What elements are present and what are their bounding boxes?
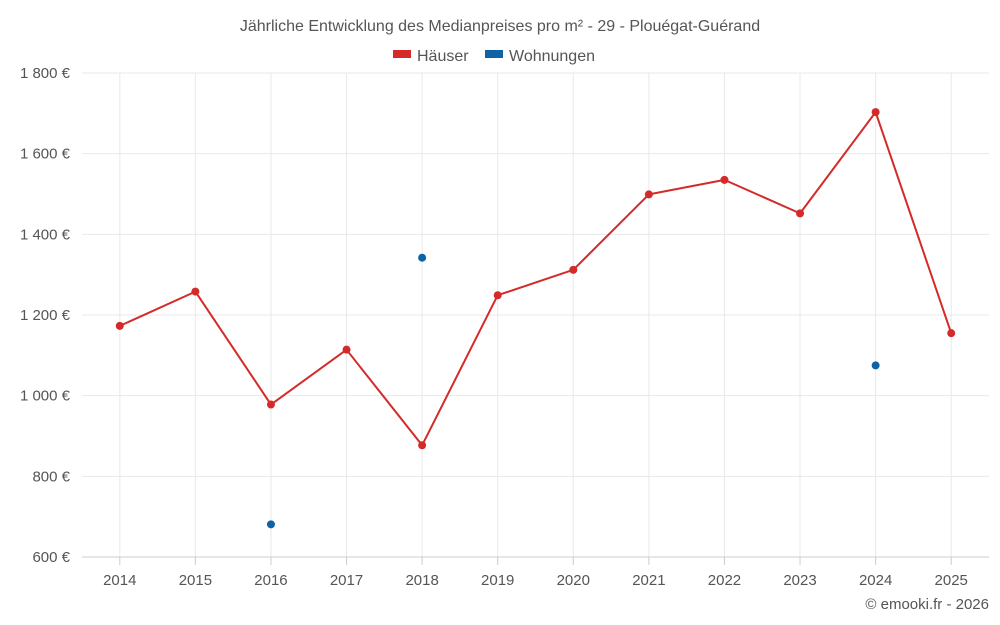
x-tick-label: 2018 (405, 572, 438, 589)
data-point-haeuser[interactable] (947, 329, 956, 338)
x-tick-label: 2016 (254, 572, 287, 589)
x-tick-label: 2024 (859, 572, 892, 589)
y-tick-label: 1 400 € (20, 226, 71, 243)
legend-swatch-wohnungen (485, 50, 503, 58)
series-haeuser (115, 108, 956, 450)
data-point-haeuser[interactable] (418, 441, 427, 450)
legend-swatch-haeuser (393, 50, 411, 58)
x-tick-label: 2022 (708, 572, 741, 589)
series (115, 108, 956, 529)
legend-item-wohnungen[interactable]: Wohnungen (485, 48, 595, 65)
legend: Häuser Wohnungen (393, 48, 595, 65)
data-point-haeuser[interactable] (191, 287, 200, 296)
data-point-wohnungen[interactable] (418, 253, 427, 262)
x-tick-label: 2014 (103, 572, 136, 589)
y-tick-label: 1 200 € (20, 307, 71, 324)
data-point-haeuser[interactable] (266, 400, 275, 409)
data-point-haeuser[interactable] (644, 190, 653, 199)
series-wohnungen (266, 253, 880, 529)
x-tick-label: 2023 (783, 572, 816, 589)
x-tick-label: 2021 (632, 572, 665, 589)
data-point-haeuser[interactable] (569, 265, 578, 274)
data-point-haeuser[interactable] (796, 209, 805, 218)
data-point-haeuser[interactable] (871, 108, 880, 117)
data-point-wohnungen[interactable] (266, 520, 275, 529)
credit-text: © emooki.fr - 2026 (865, 596, 989, 613)
y-tick-label: 1 000 € (20, 388, 71, 405)
y-tick-label: 600 € (32, 549, 70, 566)
x-tick-label: 2019 (481, 572, 514, 589)
data-point-haeuser[interactable] (115, 321, 124, 330)
x-tick-label: 2020 (557, 572, 590, 589)
series-line-haeuser (119, 111, 953, 447)
data-point-haeuser[interactable] (720, 175, 729, 184)
grid (82, 72, 989, 558)
data-point-haeuser[interactable] (493, 291, 502, 300)
axes: 600 € 800 € 1 000 € 1 200 € 1 400 € 1 600 € 1 … (20, 65, 989, 589)
x-tick-label: 2017 (330, 572, 363, 589)
data-point-wohnungen[interactable] (871, 361, 880, 370)
data-point-haeuser[interactable] (342, 345, 351, 354)
legend-label-wohnungen: Wohnungen (509, 48, 595, 65)
legend-label-haeuser: Häuser (417, 48, 469, 65)
legend-item-haeuser[interactable]: Häuser (393, 48, 469, 65)
y-tick-label: 1 800 € (20, 65, 71, 82)
y-tick-label: 800 € (32, 468, 70, 485)
x-tick-label: 2025 (935, 572, 968, 589)
x-tick-label: 2015 (179, 572, 212, 589)
y-tick-label: 1 600 € (20, 146, 71, 163)
chart-title: Jährliche Entwicklung des Medianpreises … (240, 18, 760, 35)
